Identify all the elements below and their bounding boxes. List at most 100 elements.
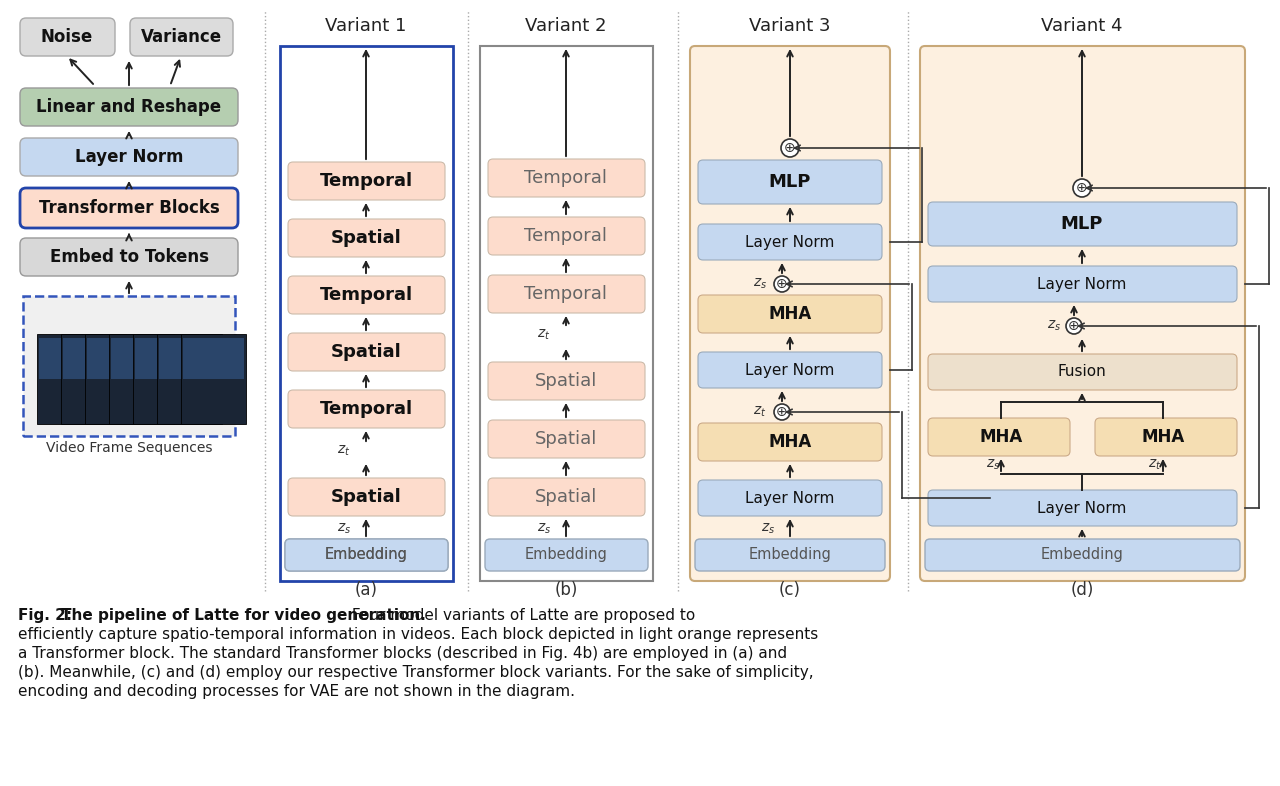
- FancyBboxPatch shape: [288, 390, 445, 428]
- Text: Spatial: Spatial: [330, 343, 402, 361]
- FancyBboxPatch shape: [131, 18, 233, 56]
- Text: Layer Norm: Layer Norm: [745, 362, 835, 377]
- Text: ⊕: ⊕: [1076, 181, 1088, 195]
- FancyBboxPatch shape: [698, 224, 882, 260]
- Text: Layer Norm: Layer Norm: [745, 490, 835, 505]
- Bar: [23, 296, 236, 436]
- FancyBboxPatch shape: [1094, 418, 1236, 456]
- Text: Fusion: Fusion: [1057, 365, 1106, 380]
- Bar: [480, 46, 653, 581]
- FancyBboxPatch shape: [928, 266, 1236, 302]
- Text: Spatial: Spatial: [535, 430, 598, 448]
- FancyBboxPatch shape: [288, 276, 445, 314]
- FancyBboxPatch shape: [20, 238, 238, 276]
- FancyBboxPatch shape: [928, 354, 1236, 390]
- FancyBboxPatch shape: [20, 88, 238, 126]
- FancyBboxPatch shape: [488, 275, 645, 313]
- Bar: [63, 338, 124, 379]
- FancyBboxPatch shape: [698, 160, 882, 204]
- Bar: [183, 338, 244, 379]
- Text: Variant 3: Variant 3: [749, 17, 831, 35]
- Bar: [133, 334, 198, 424]
- FancyBboxPatch shape: [698, 480, 882, 516]
- FancyBboxPatch shape: [488, 159, 645, 197]
- Bar: [109, 334, 174, 424]
- Text: ⊕: ⊕: [1069, 319, 1080, 333]
- FancyBboxPatch shape: [20, 188, 238, 228]
- Text: Embedding: Embedding: [749, 548, 832, 563]
- FancyBboxPatch shape: [925, 539, 1240, 571]
- FancyBboxPatch shape: [20, 18, 115, 56]
- Text: MHA: MHA: [768, 305, 812, 323]
- FancyBboxPatch shape: [20, 138, 238, 176]
- Bar: [157, 334, 221, 424]
- FancyBboxPatch shape: [488, 420, 645, 458]
- Text: Noise: Noise: [41, 28, 93, 46]
- Bar: [159, 338, 220, 379]
- Bar: [87, 338, 148, 379]
- Text: $z_t$: $z_t$: [1148, 458, 1162, 472]
- Text: encoding and decoding processes for VAE are not shown in the diagram.: encoding and decoding processes for VAE …: [18, 684, 575, 699]
- FancyBboxPatch shape: [288, 162, 445, 200]
- Text: MHA: MHA: [768, 433, 812, 451]
- FancyBboxPatch shape: [488, 362, 645, 400]
- Text: $z_t$: $z_t$: [753, 405, 767, 419]
- Text: Temporal: Temporal: [525, 169, 608, 187]
- FancyBboxPatch shape: [288, 219, 445, 257]
- Text: Variant 2: Variant 2: [525, 17, 607, 35]
- Text: MHA: MHA: [1142, 428, 1184, 446]
- Text: Layer Norm: Layer Norm: [1037, 277, 1126, 292]
- Text: Embedding: Embedding: [1041, 548, 1124, 563]
- Circle shape: [774, 276, 790, 292]
- Text: ⊕: ⊕: [776, 405, 787, 419]
- FancyBboxPatch shape: [285, 539, 448, 571]
- Text: The pipeline of Latte for video generation.: The pipeline of Latte for video generati…: [61, 608, 426, 623]
- Text: ⊕: ⊕: [785, 141, 796, 155]
- Text: MLP: MLP: [769, 173, 812, 191]
- Text: Embedding: Embedding: [325, 548, 407, 563]
- Text: Layer Norm: Layer Norm: [745, 234, 835, 249]
- FancyBboxPatch shape: [698, 423, 882, 461]
- Text: Layer Norm: Layer Norm: [1037, 501, 1126, 516]
- Text: ⊕: ⊕: [776, 277, 787, 291]
- Bar: [134, 338, 196, 379]
- Text: Temporal: Temporal: [525, 227, 608, 245]
- Text: MLP: MLP: [1061, 215, 1103, 233]
- FancyBboxPatch shape: [488, 217, 645, 255]
- Text: $z_s$: $z_s$: [753, 277, 767, 291]
- FancyBboxPatch shape: [690, 46, 890, 581]
- Text: $z_t$: $z_t$: [337, 444, 351, 458]
- Bar: [180, 334, 246, 424]
- FancyBboxPatch shape: [928, 418, 1070, 456]
- Circle shape: [1073, 179, 1091, 197]
- FancyBboxPatch shape: [920, 46, 1245, 581]
- Text: $z_s$: $z_s$: [337, 522, 351, 536]
- Text: Variant 1: Variant 1: [325, 17, 407, 35]
- Bar: [84, 334, 150, 424]
- Text: Spatial: Spatial: [330, 229, 402, 247]
- Text: Variant 4: Variant 4: [1041, 17, 1123, 35]
- Text: $z_t$: $z_t$: [538, 328, 550, 342]
- FancyBboxPatch shape: [928, 490, 1236, 526]
- Text: efficiently capture spatio-temporal information in videos. Each block depicted i: efficiently capture spatio-temporal info…: [18, 627, 818, 642]
- Text: Linear and Reshape: Linear and Reshape: [36, 98, 221, 116]
- Text: Transformer Blocks: Transformer Blocks: [38, 199, 219, 217]
- Bar: [38, 338, 100, 379]
- Text: Embedding: Embedding: [525, 548, 608, 563]
- Bar: [280, 46, 453, 581]
- Text: Video Frame Sequences: Video Frame Sequences: [46, 441, 212, 455]
- Text: Temporal: Temporal: [320, 400, 412, 418]
- FancyBboxPatch shape: [698, 352, 882, 388]
- Text: (a): (a): [355, 581, 378, 599]
- Text: MHA: MHA: [979, 428, 1023, 446]
- FancyBboxPatch shape: [488, 478, 645, 516]
- Text: (b): (b): [554, 581, 577, 599]
- Text: (b). Meanwhile, (c) and (d) employ our respective Transformer block variants. Fo: (b). Meanwhile, (c) and (d) employ our r…: [18, 665, 814, 680]
- FancyBboxPatch shape: [695, 539, 884, 571]
- FancyBboxPatch shape: [288, 333, 445, 371]
- Text: Spatial: Spatial: [535, 372, 598, 390]
- Text: Temporal: Temporal: [320, 286, 412, 304]
- Text: Variance: Variance: [141, 28, 221, 46]
- Text: (d): (d): [1070, 581, 1093, 599]
- Text: Spatial: Spatial: [330, 488, 402, 506]
